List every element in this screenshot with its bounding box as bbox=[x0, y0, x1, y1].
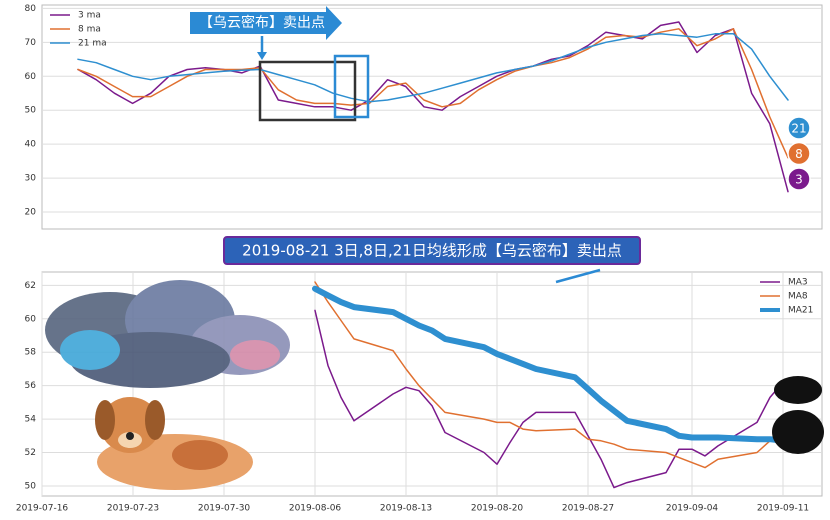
series-line bbox=[77, 28, 789, 159]
y-tick-label: 70 bbox=[25, 38, 37, 48]
highlight-box bbox=[333, 54, 370, 119]
y-tick-label: 60 bbox=[25, 72, 37, 82]
series-line bbox=[314, 309, 784, 489]
legend-label: MA8 bbox=[788, 292, 808, 302]
badge bbox=[787, 116, 811, 140]
y-tick-label: 80 bbox=[25, 4, 37, 14]
badge bbox=[787, 167, 811, 191]
y-tick-label: 62 bbox=[25, 281, 36, 291]
y-tick-label: 50 bbox=[25, 106, 37, 116]
series-line bbox=[77, 21, 789, 193]
banner-text: 2019-08-21 3日,8日,21日均线形成【乌云密布】卖出点 bbox=[242, 242, 622, 260]
pointer-head bbox=[257, 52, 267, 60]
legend-label: 8 ma bbox=[78, 25, 101, 35]
x-tick-label: 2019-07-23 bbox=[107, 504, 159, 514]
y-tick-label: 30 bbox=[25, 174, 37, 184]
series-line bbox=[77, 33, 789, 103]
y-tick-label: 58 bbox=[25, 348, 37, 358]
badge-label: 8 bbox=[795, 147, 803, 161]
legend-label: 21 ma bbox=[78, 39, 107, 49]
dog bbox=[95, 397, 253, 490]
sell-label: 【乌云密布】卖出点 bbox=[199, 14, 325, 31]
badge-label: 21 bbox=[791, 122, 806, 136]
x-tick-label: 2019-09-11 bbox=[757, 504, 809, 514]
x-tick-label: 2019-09-04 bbox=[666, 504, 719, 514]
y-tick-label: 40 bbox=[25, 140, 37, 150]
top-chart: 20 30 40 50 60 70 80 3 ma 8 ma 21 ma 21 8 3 bbox=[25, 4, 822, 218]
x-tick-label: 2019-07-16 bbox=[16, 504, 69, 514]
y-tick-label: 56 bbox=[25, 381, 37, 391]
x-tick-label: 2019-08-06 bbox=[289, 504, 342, 514]
highlight-box bbox=[258, 60, 357, 122]
x-tick-label: 2019-08-20 bbox=[471, 504, 524, 514]
y-tick-label: 52 bbox=[25, 448, 36, 458]
x-tick-label: 2019-07-30 bbox=[198, 504, 251, 514]
legend-label: MA21 bbox=[788, 306, 813, 316]
annotations: 【乌云密布】卖出点 2019-08-21 3日,8日,21日均线形成【乌云密布】… bbox=[190, 6, 641, 284]
x-tick-label: 2019-08-13 bbox=[380, 504, 432, 514]
x-tick-label: 2019-08-27 bbox=[562, 504, 614, 514]
badge bbox=[787, 141, 811, 166]
dark-cloud bbox=[772, 376, 824, 454]
series-line bbox=[314, 281, 784, 469]
y-tick-label: 54 bbox=[25, 415, 37, 425]
legend-label: MA3 bbox=[788, 278, 808, 288]
y-tick-label: 20 bbox=[25, 208, 37, 218]
badge-label: 3 bbox=[795, 173, 803, 187]
y-tick-label: 60 bbox=[25, 314, 37, 324]
series-line bbox=[312, 285, 786, 444]
legend-label: 3 ma bbox=[78, 11, 101, 21]
storm-cloud bbox=[45, 280, 290, 388]
top-plot-frame bbox=[41, 4, 823, 230]
y-tick-label: 50 bbox=[25, 481, 37, 491]
banner-arrow bbox=[555, 268, 601, 284]
banner bbox=[223, 236, 641, 265]
sell-arrow bbox=[190, 6, 342, 40]
